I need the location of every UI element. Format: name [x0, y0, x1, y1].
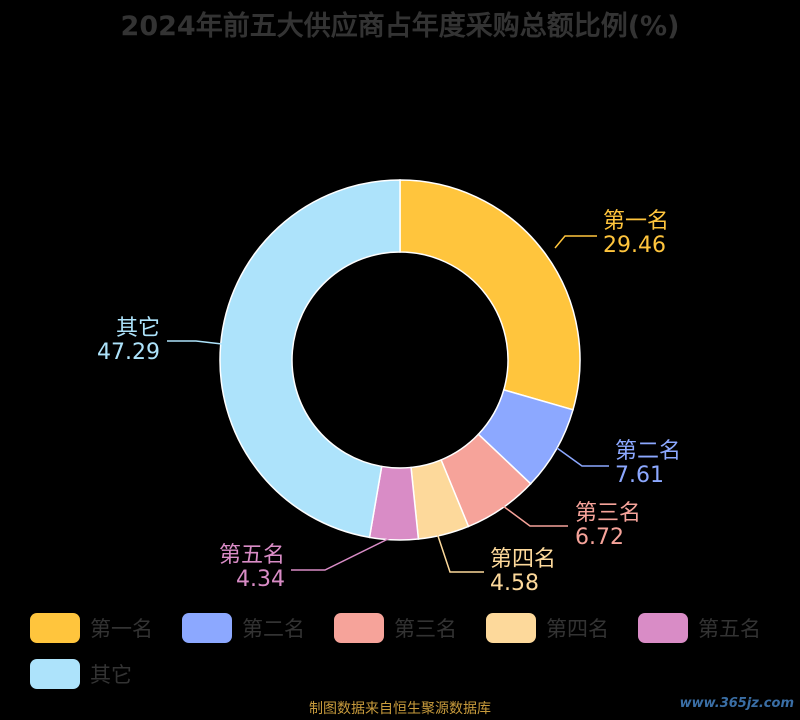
leader-line-1 — [554, 235, 597, 249]
chart-title: 2024年前五大供应商占年度采购总额比例(%) — [120, 11, 680, 42]
slice-label-name-1: 第一名 — [603, 209, 669, 234]
source-note: 制图数据来自恒生聚源数据库 — [309, 701, 491, 717]
leader-line-3 — [502, 505, 568, 527]
slice-label-name-5: 第五名 — [219, 543, 285, 568]
legend-item-4[interactable]: 第四名 — [486, 612, 609, 644]
legend-label-4: 第四名 — [546, 617, 609, 641]
leader-line-6 — [167, 340, 223, 345]
slice-label-name-3: 第三名 — [575, 501, 641, 526]
legend-swatch-3 — [334, 613, 384, 643]
slice-label-name-2: 第二名 — [615, 439, 681, 464]
legend-swatch-1 — [30, 613, 80, 643]
leader-line-4 — [436, 532, 484, 573]
slice-label-value-3: 6.72 — [575, 525, 624, 550]
slice-label-value-2: 7.61 — [615, 463, 664, 488]
legend-swatch-2 — [182, 613, 232, 643]
legend-label-5: 第五名 — [698, 617, 761, 641]
legend-item-6[interactable]: 其它 — [30, 658, 132, 690]
legend-item-5[interactable]: 第五名 — [638, 612, 761, 644]
slice-6 — [219, 179, 401, 539]
slice-label-value-6: 47.29 — [97, 340, 160, 365]
slice-label-value-4: 4.58 — [490, 571, 539, 596]
leader-line-5 — [291, 536, 393, 571]
slice-label-value-1: 29.46 — [603, 233, 666, 258]
slice-label-value-5: 4.34 — [236, 567, 285, 592]
slice-1 — [399, 179, 581, 411]
legend-swatch-6 — [30, 659, 80, 689]
legend-item-3[interactable]: 第三名 — [334, 612, 457, 644]
legend-item-2[interactable]: 第二名 — [182, 612, 305, 644]
legend-swatch-5 — [638, 613, 688, 643]
slice-label-name-6: 其它 — [116, 316, 160, 341]
legend-label-6: 其它 — [90, 663, 132, 687]
leader-line-2 — [556, 447, 609, 467]
legend-label-1: 第一名 — [90, 617, 153, 641]
legend-label-3: 第三名 — [394, 617, 457, 641]
slice-label-name-4: 第四名 — [490, 547, 556, 572]
watermark: www.365jz.com — [679, 696, 794, 711]
legend-item-1[interactable]: 第一名 — [30, 612, 153, 644]
legend-label-2: 第二名 — [242, 617, 305, 641]
legend-swatch-4 — [486, 613, 536, 643]
